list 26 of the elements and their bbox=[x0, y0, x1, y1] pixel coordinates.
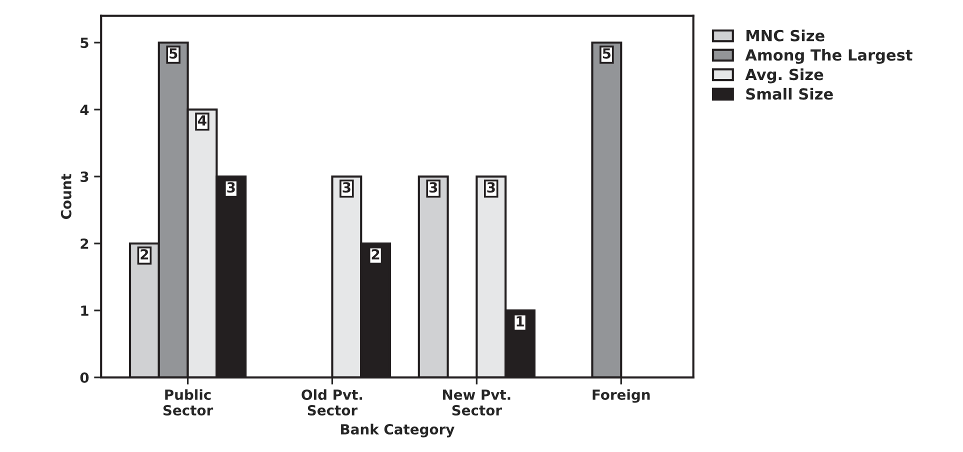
data-label: 2 bbox=[372, 249, 380, 260]
y-tick-label: 3 bbox=[80, 172, 88, 182]
data-label: 3 bbox=[429, 182, 438, 193]
data-label: 3 bbox=[342, 182, 350, 193]
data-label: 3 bbox=[487, 182, 495, 193]
y-axis-title: Count bbox=[60, 174, 72, 219]
legend-label: Among The Largest bbox=[745, 48, 912, 64]
legend-label: MNC Size bbox=[746, 30, 824, 42]
x-tick-label: Public Sector bbox=[163, 389, 214, 416]
y-tick-label: 2 bbox=[80, 238, 88, 249]
x-tick-label: Old Pvt. Sector bbox=[302, 389, 362, 416]
data-label: 5 bbox=[170, 48, 178, 59]
data-label: 4 bbox=[198, 115, 206, 126]
data-label: 2 bbox=[140, 249, 148, 260]
x-tick-label: New Pvt. Sector bbox=[443, 390, 510, 416]
y-tick-label: 4 bbox=[80, 104, 89, 115]
x-axis-title: Bank Category bbox=[341, 424, 454, 438]
y-tick-label: 1 bbox=[81, 306, 88, 316]
data-label: 3 bbox=[227, 182, 235, 193]
data-label: 5 bbox=[602, 48, 611, 59]
legend-label: Avg. Size bbox=[745, 68, 824, 84]
data-label: 1 bbox=[516, 316, 524, 326]
y-tick-label: 5 bbox=[80, 38, 88, 48]
y-tick-label: 0 bbox=[80, 372, 89, 383]
x-tick-label: Foreign bbox=[592, 389, 650, 403]
legend-label: Small Size bbox=[746, 88, 833, 100]
